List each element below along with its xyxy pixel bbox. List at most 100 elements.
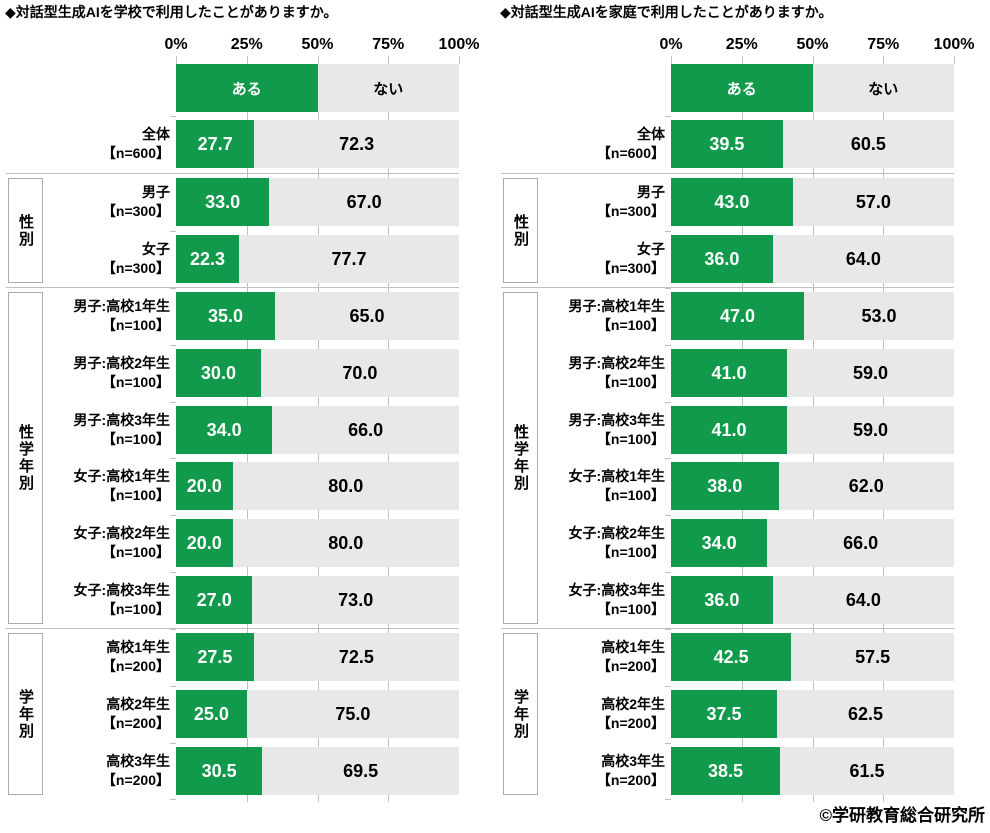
chart-title: ◆対話型生成AIを家庭で利用したことがありますか。 <box>500 4 833 20</box>
group-separator-line <box>501 628 954 629</box>
row-n-label: 【n=100】 <box>101 317 170 333</box>
chart-panel-school: ◆対話型生成AIを学校で利用したことがありますか。 0% 25% 50% 75% 100%… <box>5 4 479 802</box>
group-label: 性学年別 <box>512 424 529 492</box>
group-box: 性学年別 <box>8 292 43 624</box>
row-label: 高校2年生 【n=200】 <box>540 690 665 738</box>
row-label-text: 男子:高校1年生 <box>568 298 665 314</box>
bar-yes-segment: 27.0 <box>176 576 253 624</box>
gridline-stub <box>317 112 319 120</box>
gridline-stub <box>317 510 319 519</box>
bar-no-segment: 66.0 <box>767 519 954 567</box>
row-n-label: 【n=100】 <box>596 487 665 503</box>
category-tick-mark <box>170 288 176 289</box>
bar-no-segment: 64.0 <box>772 576 954 624</box>
gridline-stub <box>246 340 248 349</box>
group-separator-line <box>501 173 954 174</box>
gridline-stub <box>246 738 248 747</box>
gridline-stub <box>883 112 885 120</box>
gridline-stub <box>388 738 390 747</box>
row-label: 男子:高校3年生 【n=100】 <box>540 406 665 454</box>
bar-yes-segment: 39.5 <box>671 120 783 168</box>
group-box: 性学年別 <box>503 292 538 624</box>
row-label: 女子:高校3年生 【n=100】 <box>45 576 170 624</box>
bar-yes-segment: 34.0 <box>176 406 273 454</box>
gridline-stub <box>741 454 743 462</box>
bar-no-segment: 57.0 <box>792 178 954 226</box>
axis-tick-mark <box>812 56 814 64</box>
category-tick-mark <box>170 629 176 630</box>
bar-yes-segment: 37.5 <box>671 690 778 738</box>
axis-tick-label: 75% <box>867 36 900 53</box>
axis-tick-label: 100% <box>933 36 975 53</box>
row-label: 高校1年生 【n=200】 <box>45 633 170 681</box>
gridline-stub <box>812 738 814 747</box>
gridline-stub <box>317 340 319 349</box>
axis-tick-mark <box>317 56 319 64</box>
row-label-text: 高校2年生 <box>601 696 665 712</box>
category-tick-mark <box>665 686 671 687</box>
category-tick-mark <box>665 458 671 459</box>
gridline-stub <box>317 738 319 747</box>
row-n-label: 【n=100】 <box>101 374 170 390</box>
gridline-stub <box>388 112 390 120</box>
gridline-stub <box>741 397 743 406</box>
bar-no-segment: 64.0 <box>772 235 954 283</box>
axis-tick-label: 50% <box>796 36 829 53</box>
bar-yes-segment: 36.0 <box>671 235 773 283</box>
row-n-label: 【n=200】 <box>596 772 665 788</box>
row-label-text: 男子:高校1年生 <box>73 298 170 314</box>
row-label-text: 女子:高校1年生 <box>73 468 170 484</box>
gridline-stub <box>246 567 248 576</box>
bar-yes-segment: 43.0 <box>671 178 793 226</box>
gridline-stub <box>741 567 743 576</box>
gridline-stub <box>883 226 885 235</box>
gridline-stub <box>246 510 248 519</box>
row-label-text: 高校2年生 <box>106 696 170 712</box>
row-n-label: 【n=300】 <box>596 260 665 276</box>
chart-title: ◆対話型生成AIを学校で利用したことがありますか。 <box>5 4 338 20</box>
gridline-stub <box>317 567 319 576</box>
group-label: 性別 <box>17 213 34 248</box>
category-tick-mark <box>665 402 671 403</box>
axis-tick-mark <box>176 56 177 64</box>
bar-no-segment: 75.0 <box>246 690 459 738</box>
bar-yes-segment: 42.5 <box>671 633 792 681</box>
row-n-label: 【n=600】 <box>596 145 665 161</box>
axis-tick-mark <box>741 56 743 64</box>
category-tick-mark <box>170 231 176 232</box>
bar-yes-segment: 38.5 <box>671 747 780 795</box>
group-separator-line <box>6 628 459 629</box>
gridline-stub <box>317 226 319 235</box>
bar-no-segment: 70.0 <box>260 349 459 397</box>
row-label-text: 高校1年生 <box>106 639 170 655</box>
gridline-stub <box>812 397 814 406</box>
bar-yes-segment: 30.0 <box>176 349 261 397</box>
gridline-stub <box>883 738 885 747</box>
gridline-stub <box>812 112 814 120</box>
group-label: 学年別 <box>512 688 529 740</box>
row-label-text: 男子:高校2年生 <box>73 355 170 371</box>
bar-no-segment: 61.5 <box>779 747 954 795</box>
row-label-text: 男子 <box>637 184 665 200</box>
row-label-text: 女子:高校3年生 <box>568 582 665 598</box>
axis-tick-label: 50% <box>301 36 334 53</box>
row-label: 高校1年生 【n=200】 <box>540 633 665 681</box>
gridline-stub <box>246 454 248 462</box>
bar-no-segment: 53.0 <box>804 292 954 340</box>
group-box: 性別 <box>8 178 43 283</box>
category-tick-mark <box>665 629 671 630</box>
bar-no-segment: 57.5 <box>791 633 954 681</box>
row-n-label: 【n=200】 <box>101 772 170 788</box>
axis-tick-mark <box>388 56 390 64</box>
bar-no-segment: 65.0 <box>275 292 459 340</box>
category-tick-mark <box>665 116 671 117</box>
row-n-label: 【n=100】 <box>596 317 665 333</box>
axis-tick-label: 75% <box>372 36 405 53</box>
bar-yes-segment: 20.0 <box>176 519 233 567</box>
row-n-label: 【n=100】 <box>101 431 170 447</box>
row-label-text: 男子:高校3年生 <box>73 412 170 428</box>
row-label-text: 男子:高校2年生 <box>568 355 665 371</box>
category-tick-mark <box>170 686 176 687</box>
gridline-stub <box>317 454 319 462</box>
gridline-stub <box>883 340 885 349</box>
